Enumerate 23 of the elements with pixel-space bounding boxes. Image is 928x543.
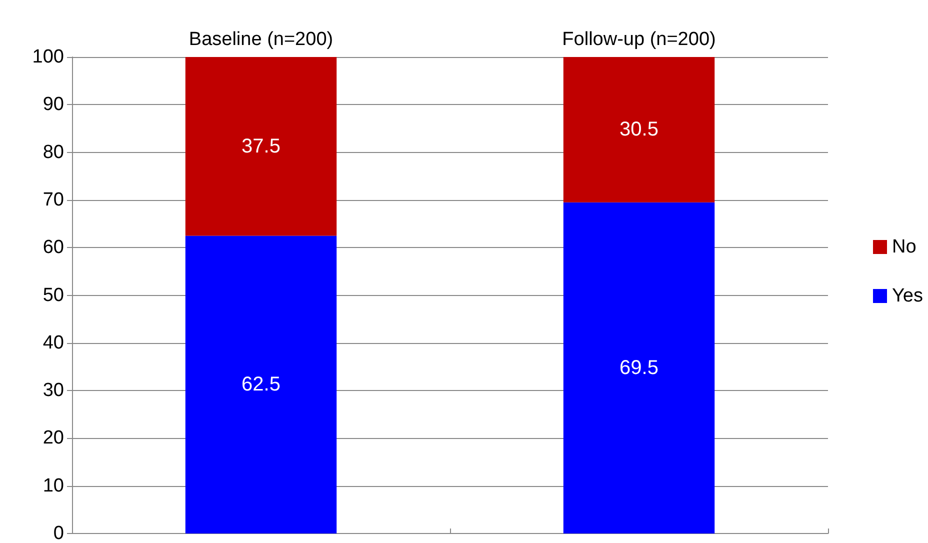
y-tick-label: 20 xyxy=(42,428,64,449)
y-tick-label: 60 xyxy=(42,237,64,258)
y-tick-label: 80 xyxy=(42,142,64,163)
bar xyxy=(185,57,337,236)
data-label: 30.5 xyxy=(620,118,658,141)
x-tick-label: Baseline (n=200) xyxy=(188,29,334,50)
y-tick-label: 70 xyxy=(42,189,64,210)
y-tick-label: 0 xyxy=(53,523,64,543)
bar xyxy=(185,236,337,534)
data-label: 69.5 xyxy=(620,356,658,379)
y-tick-label: 40 xyxy=(42,332,64,354)
y-tick-label: 30 xyxy=(42,380,64,402)
legend-label: Yes xyxy=(892,286,924,306)
data-label: 37.5 xyxy=(242,135,280,158)
data-label: 62.5 xyxy=(242,374,280,396)
x-tick-label: Follow-up (n=200) xyxy=(562,29,716,50)
y-tick-label: 100 xyxy=(32,46,64,68)
y-tick-label: 10 xyxy=(42,475,64,496)
y-tick-label: 90 xyxy=(42,94,64,116)
bar xyxy=(563,57,715,202)
bar xyxy=(563,202,715,534)
legend-label: No xyxy=(892,236,916,258)
y-tick-label: 50 xyxy=(42,284,64,306)
